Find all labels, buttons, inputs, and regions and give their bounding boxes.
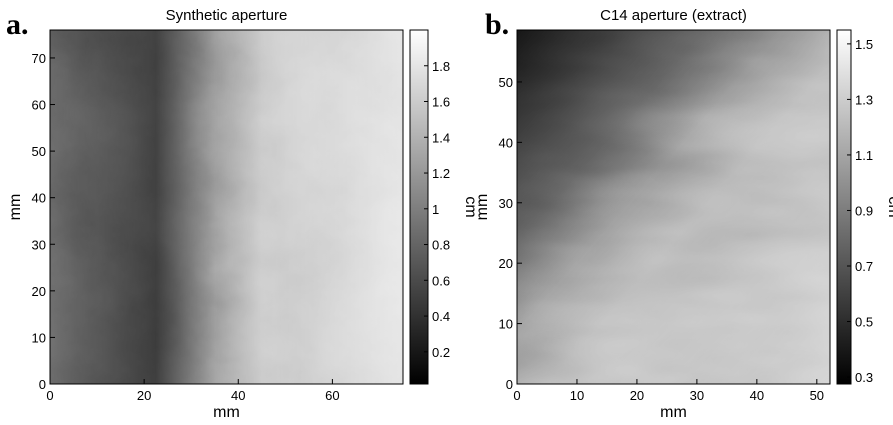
y-tick-label: 30 [499,196,513,211]
y-tick-label: 70 [32,51,46,66]
y-tick-label: 50 [499,75,513,90]
x-tick-label: 50 [810,388,824,403]
y-tick-label: 20 [32,284,46,299]
x-tick-label: 20 [630,388,644,403]
colorbar-tick-label: 1.4 [432,130,450,145]
x-tick-label: 30 [690,388,704,403]
colorbar-tick-label: 0.9 [855,203,873,218]
y-tick-label: 50 [32,144,46,159]
colorbar-label: cm [462,196,479,217]
x-tick-label: 0 [513,388,520,403]
colorbar-tick-label: 0.7 [855,259,873,274]
panel-label: b. [485,8,509,41]
colorbar-tick-label: 0.6 [432,273,450,288]
colorbar-tick-label: 0.2 [432,345,450,360]
y-tick-label: 40 [499,135,513,150]
x-axis-label: mm [660,404,687,421]
chart-title: Synthetic aperture [166,7,288,24]
plot-frame [49,29,404,385]
y-tick-label: 60 [32,98,46,113]
colorbar-tick-label: 1.5 [855,37,873,52]
colorbar-tick-label: 0.3 [855,370,873,385]
x-tick-label: 20 [137,388,151,403]
colorbar-tick-label: 1 [432,202,439,217]
colorbar-tick-label: 1.6 [432,95,450,110]
colorbar [409,29,429,385]
heatmap-texture [50,30,403,384]
y-axis-label: mm [7,194,24,221]
y-tick-label: 10 [32,330,46,345]
y-axis-label: mm [474,194,491,221]
y-tick-label: 10 [499,317,513,332]
y-tick-label: 0 [506,377,513,392]
colorbar-tick-label: 0.8 [432,238,450,253]
panel-label: a. [6,8,29,41]
x-tick-label: 40 [750,388,764,403]
x-tick-label: 10 [570,388,584,403]
x-tick-label: 60 [325,388,339,403]
colorbar-tick-label: 1.3 [855,92,873,107]
plot-frame [516,29,831,385]
colorbar-tick-label: 0.5 [855,315,873,330]
y-tick-label: 20 [499,256,513,271]
y-tick-label: 0 [39,377,46,392]
chart-title: C14 aperture (extract) [600,7,747,24]
colorbar-tick-label: 1.1 [855,148,873,163]
y-tick-label: 30 [32,237,46,252]
colorbar [836,29,852,385]
colorbar-tick-label: 1.8 [432,59,450,74]
x-axis-label: mm [213,404,240,421]
x-tick-label: 0 [46,388,53,403]
colorbar-tick-label: 0.4 [432,309,450,324]
x-tick-label: 40 [231,388,245,403]
heatmap-texture [517,30,830,384]
y-tick-label: 40 [32,191,46,206]
colorbar-tick-label: 1.2 [432,166,450,181]
colorbar-label: cm [885,196,893,217]
